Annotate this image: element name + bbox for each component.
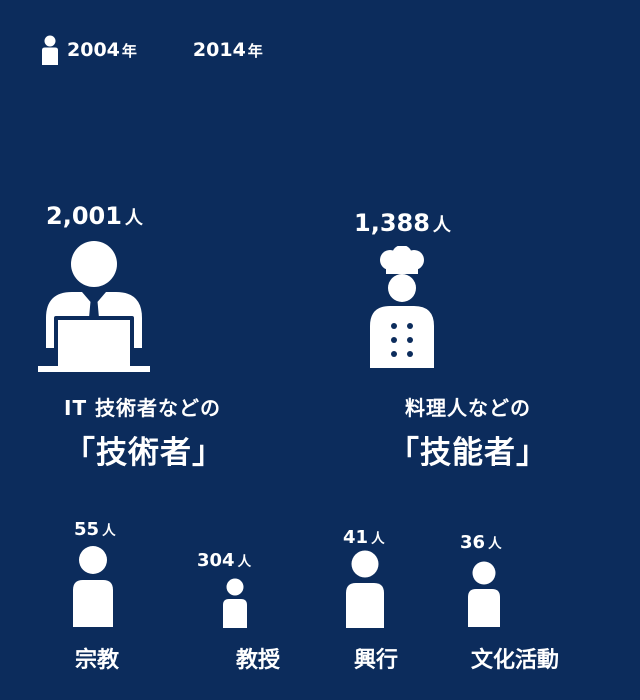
chef-label: 料理人などの 「技能者」 xyxy=(348,392,588,472)
professor-count: 304 人 xyxy=(197,550,251,571)
engineer-label: IT 技術者などの 「技術者」 xyxy=(36,392,316,472)
religion-count-value: 55 xyxy=(74,519,100,540)
legend-year-suffix: 年 xyxy=(247,41,263,60)
religion-label: 宗教 xyxy=(74,648,119,673)
cultural-activity-count-value: 36 xyxy=(460,532,486,553)
count-unit: 人 xyxy=(124,208,143,229)
chef-label-line2: 「技能者」 xyxy=(388,435,548,471)
chef-label-line1: 料理人などの xyxy=(405,396,531,420)
engineer-count: 2,001 人 xyxy=(46,202,143,230)
engineer-icon xyxy=(38,241,150,372)
legend-item-2014: 2014 年 xyxy=(193,39,263,61)
person-icon xyxy=(468,561,500,627)
chef-icon xyxy=(370,246,434,368)
entertainment-label: 興行 xyxy=(353,648,398,673)
cultural-activity-count: 36 人 xyxy=(460,532,502,553)
professor-count-value: 304 xyxy=(197,550,235,571)
chef-count: 1,388 人 xyxy=(354,209,451,237)
legend: 2004 年 2014 年 xyxy=(40,34,263,66)
count-unit: 人 xyxy=(371,531,385,547)
count-unit: 人 xyxy=(102,523,116,539)
person-icon xyxy=(223,578,247,628)
person-icon xyxy=(42,35,58,65)
person-icon xyxy=(346,550,384,628)
legend-year-suffix: 年 xyxy=(121,41,137,60)
legend-year-2014: 2014 xyxy=(192,39,246,61)
engineer-label-line2: 「技術者」 xyxy=(64,435,224,471)
engineer-label-line1: IT 技術者などの xyxy=(64,396,222,420)
count-unit: 人 xyxy=(432,215,451,236)
engineer-count-value: 2,001 xyxy=(46,202,122,230)
cultural-activity-label: 文化活動 xyxy=(470,648,559,673)
count-unit: 人 xyxy=(488,536,502,552)
person-icon xyxy=(73,546,113,627)
legend-year-2004: 2004 xyxy=(67,39,120,61)
professor-label: 教授 xyxy=(235,648,280,673)
religion-count: 55 人 xyxy=(74,519,116,540)
count-unit: 人 xyxy=(237,554,252,570)
chef-count-value: 1,388 xyxy=(354,209,430,237)
entertainment-count: 41 人 xyxy=(343,527,385,548)
legend-item-2004: 2004 年 xyxy=(40,35,137,65)
entertainment-count-value: 41 xyxy=(343,527,369,548)
